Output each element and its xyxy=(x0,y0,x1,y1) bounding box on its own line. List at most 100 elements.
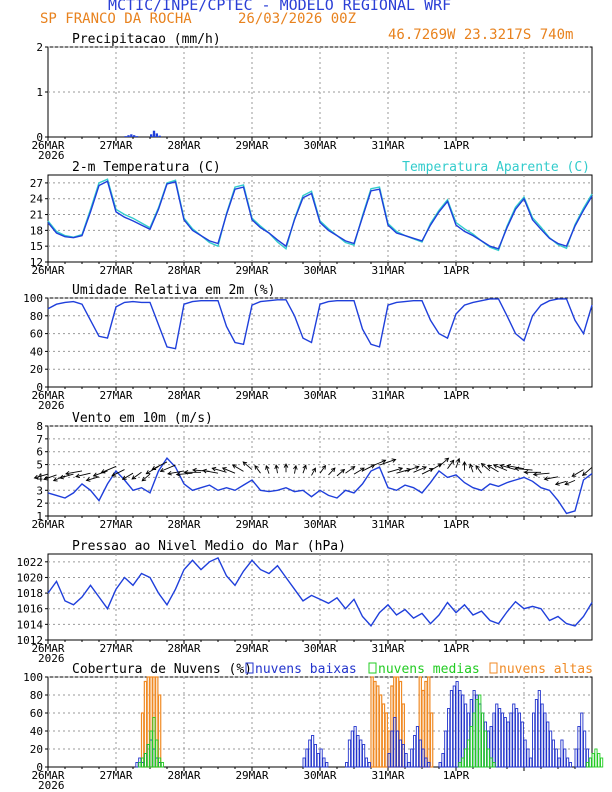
wind-vector xyxy=(111,469,125,477)
low-cloud-bar xyxy=(537,690,541,768)
low-cloud-bar xyxy=(447,708,451,768)
wind-vector xyxy=(500,464,516,471)
mid-cloud-bar xyxy=(585,762,590,768)
wind-vector-head xyxy=(65,470,70,476)
mid-cloud-bar xyxy=(588,757,592,768)
wind-vector-head xyxy=(141,476,147,482)
wind-vector-head xyxy=(398,466,404,472)
low-cloud-bar xyxy=(362,744,366,768)
low-cloud-bar xyxy=(452,685,456,768)
mid-cloud-bar xyxy=(160,762,165,768)
wind-vector-head xyxy=(145,470,151,475)
low-cloud-bar xyxy=(498,708,502,768)
precip-bar xyxy=(158,135,161,137)
legend-low-swatch xyxy=(245,662,254,674)
wind-vector xyxy=(487,465,499,473)
temperature-xtick-label: 26MAR xyxy=(31,264,64,277)
high-cloud-bar xyxy=(373,680,377,768)
temperature-ytick-label: 21 xyxy=(30,209,43,222)
mid-cloud-bar xyxy=(478,694,482,768)
wind-ytick-label: 8 xyxy=(36,420,43,433)
humidity-ytick-label: 100 xyxy=(23,292,43,305)
temperature-legend: Temperatura Aparente (C) xyxy=(402,160,590,175)
clouds-xtick-label: 27MAR xyxy=(99,769,132,782)
wind-vector-head xyxy=(506,463,512,469)
low-cloud-bar xyxy=(495,703,499,768)
wind-vector-head xyxy=(455,457,461,463)
temperature-xtick-label: 29MAR xyxy=(235,264,268,277)
wind-vector-head xyxy=(59,474,65,480)
wind-vector xyxy=(447,459,455,469)
pressure-xtick-label: 28MAR xyxy=(167,642,200,655)
pressure-ytick-label: 1014 xyxy=(17,618,44,631)
wind-vector-head xyxy=(350,466,356,471)
low-cloud-bar xyxy=(568,762,573,768)
wind-vector-head xyxy=(499,463,505,469)
precip-xtick-label: 31MAR xyxy=(371,139,404,152)
low-cloud-bar xyxy=(444,730,448,768)
low-cloud-bar xyxy=(325,762,329,768)
wind-vector xyxy=(294,465,297,474)
precip-bar xyxy=(152,130,156,137)
low-cloud-bar xyxy=(583,730,587,768)
mid-cloud-bar xyxy=(461,757,465,768)
precip-xtick-label: 1APR xyxy=(443,139,470,152)
wind-vector xyxy=(75,472,91,478)
wind-vector-head xyxy=(480,462,486,468)
low-cloud-bar xyxy=(566,757,570,768)
mid-cloud-bar xyxy=(458,762,462,768)
low-cloud-bar xyxy=(449,690,454,768)
low-cloud-bar xyxy=(526,748,530,768)
wind-vector-head xyxy=(293,464,298,470)
wind-vector xyxy=(475,465,482,474)
wind-vector xyxy=(544,476,559,480)
precip-bar xyxy=(150,134,153,137)
pressure-frame xyxy=(47,553,593,641)
wind-vector-head xyxy=(523,470,529,475)
wind-vector-head xyxy=(43,476,49,481)
wind-xtick-label: 29MAR xyxy=(235,518,268,531)
location-label: SP FRANCO DA ROCHA xyxy=(40,11,192,27)
pressure-title: Pressao ao Nivel Medio do Mar (hPa) xyxy=(72,539,346,554)
low-cloud-bar xyxy=(364,757,369,768)
low-cloud-bar xyxy=(393,717,397,768)
mid-cloud-bar xyxy=(486,748,490,768)
wind-vector xyxy=(438,457,449,467)
pressure-xtick-label: 30MAR xyxy=(303,642,336,655)
mid-cloud-bar xyxy=(492,762,496,768)
precip-bar xyxy=(135,136,139,137)
mid-cloud-bar xyxy=(597,753,601,768)
low-cloud-bar xyxy=(356,735,360,768)
wind-vector-head xyxy=(462,460,467,466)
humidity-xtick-label: 26MAR xyxy=(31,389,64,402)
wind-vector-head xyxy=(340,468,346,474)
humidity-year-label: 2026 xyxy=(38,399,65,412)
wind-vector xyxy=(43,474,57,480)
wind-vector-head xyxy=(211,466,217,472)
low-cloud-bar xyxy=(316,753,320,768)
pressure-xtick-label: 29MAR xyxy=(235,642,268,655)
wind-vector-head xyxy=(242,461,248,466)
legend-low-label: nuvens baixas xyxy=(255,662,357,677)
wind-vector-head xyxy=(167,470,172,476)
low-cloud-bar xyxy=(313,744,318,768)
wind-vector xyxy=(413,466,427,473)
wind-vector xyxy=(370,459,386,467)
wind-vector xyxy=(430,463,442,471)
temperature-xtick-label: 31MAR xyxy=(371,264,404,277)
low-cloud-bar xyxy=(322,757,326,768)
humidity-ytick-label: 0 xyxy=(36,381,43,394)
wind-vector xyxy=(167,470,185,475)
low-cloud-bar xyxy=(560,739,564,768)
low-cloud-bar xyxy=(353,726,357,768)
temperature-xtick-label: 30MAR xyxy=(303,264,336,277)
precip-bar xyxy=(127,135,130,137)
low-cloud-bar xyxy=(546,721,550,768)
temperature-ytick-label: 18 xyxy=(30,224,43,237)
wind-vector xyxy=(469,464,474,473)
wind-vector xyxy=(265,465,270,474)
wind-vector-head xyxy=(92,472,98,477)
wind-vector xyxy=(131,471,142,480)
high-cloud-bar xyxy=(376,685,380,768)
clouds-ytick-label: 40 xyxy=(30,725,43,738)
